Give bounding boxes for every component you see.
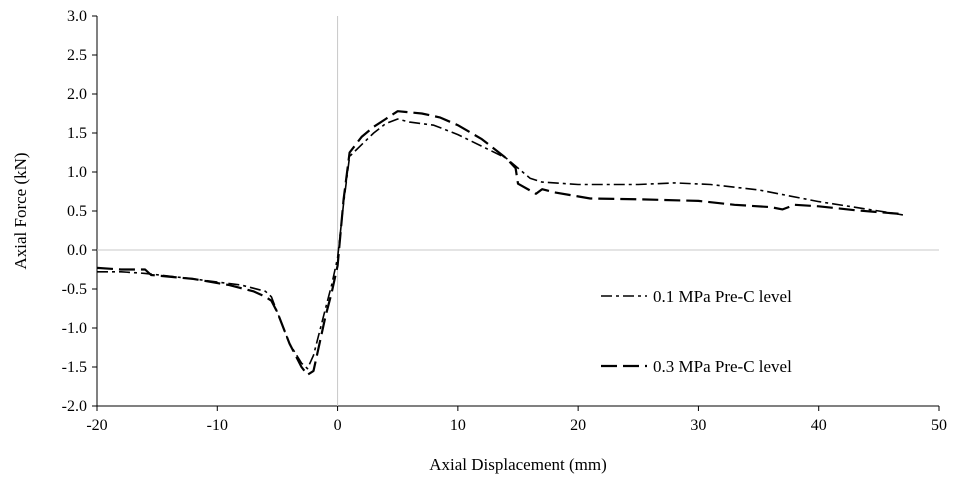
x-tick-label: 10 — [450, 417, 466, 434]
tick-labels: -20 -10 0 10 20 30 40 50 3.0 2.5 2.0 1.5 1.0 0.5 0.0 -0… — [62, 8, 947, 434]
y-tick-label: 3.0 — [67, 8, 87, 25]
y-tick-label: 2.5 — [67, 47, 87, 64]
legend-label-1: 0.1 MPa Pre-C level — [653, 287, 792, 306]
y-tick-label: 0.0 — [67, 242, 87, 259]
x-tick-label: -10 — [207, 417, 228, 434]
y-tick-label: 2.0 — [67, 86, 87, 103]
x-tick-label: 40 — [811, 417, 827, 434]
y-axis-title: Axial Force (kN) — [11, 152, 30, 269]
x-tick-label: -20 — [86, 417, 107, 434]
y-tick-label: 1.0 — [67, 164, 87, 181]
y-tick-label: 1.5 — [67, 125, 87, 142]
x-axis-title: Axial Displacement (mm) — [429, 455, 607, 474]
series-line-1 — [97, 118, 904, 370]
x-tick-label: 0 — [334, 417, 342, 434]
series-line-2 — [96, 110, 903, 376]
y-tick-label: 0.5 — [67, 203, 87, 220]
legend-label-2: 0.3 MPa Pre-C level — [653, 357, 792, 376]
y-tick-label: -2.0 — [62, 398, 87, 415]
x-tick-label: 50 — [931, 417, 947, 434]
x-tick-label: 30 — [690, 417, 706, 434]
y-tick-label: -1.5 — [62, 359, 87, 376]
y-tick-label: -0.5 — [62, 281, 87, 298]
y-tick-label: -1.0 — [62, 320, 87, 337]
axes-layer — [92, 15, 940, 411]
x-tick-label: 20 — [570, 417, 586, 434]
legend: 0.1 MPa Pre-C level 0.3 MPa Pre-C level — [601, 287, 792, 376]
series-layer — [96, 110, 904, 376]
